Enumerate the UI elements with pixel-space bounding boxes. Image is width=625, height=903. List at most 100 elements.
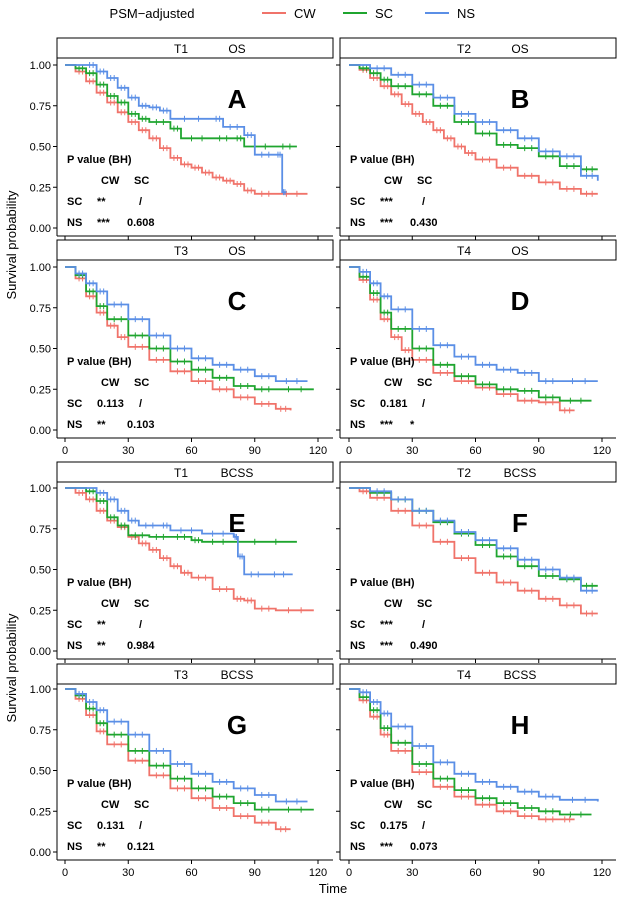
series-ns-line	[65, 64, 287, 193]
series-sc-line	[65, 266, 314, 391]
pvalue-cell: 0.131	[97, 820, 125, 832]
y-tick-label: 0.50	[30, 344, 51, 356]
x-tick-label: 30	[122, 445, 134, 457]
y-axis-label-bottom: Survival probability	[4, 613, 19, 723]
pvalue-cell: **	[97, 196, 106, 208]
panel-e: T1 BCSS 0.00 0.25 0.50 0.75 1.00 E P value (BH) C…	[30, 461, 334, 663]
y-tick-label: 0.25	[30, 384, 51, 396]
legend-label-ns: NS	[457, 6, 475, 21]
pvalue-col-header: CW	[101, 175, 120, 187]
legend-label-sc: SC	[375, 6, 393, 21]
pvalue-heading: P value (BH)	[67, 356, 132, 368]
x-tick-label: 120	[593, 445, 611, 457]
pvalue-cell: 0.430	[410, 217, 438, 229]
panel-a: T1 OS 0.00 0.25 0.50 0.75 1.00 A P value (BH) CW S…	[30, 37, 334, 240]
y-tick-label: 0.25	[30, 182, 51, 194]
x-tick-label: 60	[469, 867, 481, 879]
series-sc-censor-marks	[78, 65, 291, 150]
pvalue-col-header: CW	[384, 377, 403, 389]
x-tick-label: 30	[406, 867, 418, 879]
x-tick-label: 0	[62, 445, 68, 457]
pvalue-cell: 0.181	[380, 398, 408, 410]
panel-metric: OS	[511, 244, 528, 258]
pvalue-cell: /	[139, 820, 142, 832]
pvalue-cell: /	[139, 196, 142, 208]
pvalue-cell: *	[410, 419, 415, 431]
y-tick-label: 0.50	[30, 142, 51, 154]
series-ns-censor-marks	[376, 488, 593, 594]
pvalue-col-header: CW	[384, 799, 403, 811]
y-tick-label: 1.00	[30, 684, 51, 696]
series-ns-line	[65, 266, 308, 382]
pvalue-heading: P value (BH)	[350, 356, 415, 368]
x-tick-label: 0	[62, 867, 68, 879]
y-tick-label: 1.00	[30, 483, 51, 495]
pvalue-col-header: CW	[384, 598, 403, 610]
panel-metric: BCSS	[221, 466, 254, 480]
panel-metric: BCSS	[221, 668, 254, 682]
pvalue-cell: /	[139, 619, 142, 631]
panel-letter: G	[227, 710, 247, 740]
pvalue-cell: 0.073	[410, 841, 438, 853]
x-tick-label: 90	[533, 867, 545, 879]
panels: T1 OS 0.00 0.25 0.50 0.75 1.00 A P value (BH) CW S…	[30, 37, 617, 879]
panel-strip	[56, 239, 334, 261]
series-cw-line	[65, 487, 314, 612]
y-tick-label: 0.00	[30, 425, 51, 437]
panel-strip	[56, 663, 334, 685]
series-ns-censor-marks	[78, 690, 298, 805]
pvalue-heading: P value (BH)	[67, 154, 132, 166]
pvalue-cell: /	[422, 398, 425, 410]
legend-label-cw: CW	[294, 6, 316, 21]
panel-title: T3	[174, 668, 188, 682]
series-ns-censor-marks	[78, 270, 298, 385]
pvalue-row-header: SC	[350, 196, 365, 208]
x-axis-label: Time	[319, 881, 347, 896]
panel-strip	[339, 663, 617, 685]
series-cw-line	[349, 487, 598, 615]
pvalue-row-header: NS	[350, 640, 365, 652]
x-tick-label: 30	[122, 867, 134, 879]
panel-h: T4 BCSS 0 30 60 90 120 H P value (BH) CW SC SC 0.175…	[336, 663, 617, 879]
pvalue-row-header: SC	[67, 398, 82, 410]
y-tick-label: 0.50	[30, 565, 51, 577]
panel-metric: OS	[511, 42, 528, 56]
y-tick-label: 0.75	[30, 725, 51, 737]
x-tick-label: 0	[346, 445, 352, 457]
panel-d: T4 OS 0 30 60 90 120 D P value (BH) CW SC SC 0.181 / N…	[336, 239, 617, 457]
pvalue-cell: 0.113	[97, 398, 124, 410]
panel-title: T4	[457, 668, 471, 682]
pvalue-col-header: SC	[417, 799, 432, 811]
series-sc-censor-marks	[89, 488, 277, 545]
pvalue-row-header: NS	[350, 419, 365, 431]
pvalue-cell: **	[97, 419, 106, 431]
legend: PSM−adjusted CW SC NS	[110, 6, 476, 21]
series-sc-line	[65, 487, 297, 543]
pvalue-col-header: SC	[417, 598, 432, 610]
pvalue-col-header: SC	[134, 175, 149, 187]
series-sc-line	[349, 688, 592, 816]
panel-strip	[339, 37, 617, 59]
pvalue-cell: **	[97, 619, 106, 631]
panel-letter: D	[511, 286, 530, 316]
panel-metric: BCSS	[504, 466, 537, 480]
x-tick-label: 120	[309, 867, 327, 879]
y-tick-label: 0.75	[30, 524, 51, 536]
pvalue-row-header: SC	[67, 619, 82, 631]
pvalue-row-header: SC	[350, 398, 365, 410]
x-tick-label: 60	[185, 867, 197, 879]
pvalue-cell: 0.608	[127, 217, 155, 229]
series-sc-line	[65, 64, 297, 148]
panel-title: T2	[457, 42, 471, 56]
x-tick-label: 120	[593, 867, 611, 879]
series-ns-censor-marks	[362, 268, 586, 385]
y-axis-label-top: Survival probability	[4, 190, 19, 300]
series-cw-censor-marks	[78, 68, 298, 197]
series-ns-line	[349, 487, 598, 592]
panel-strip	[56, 461, 334, 483]
pvalue-heading: P value (BH)	[67, 778, 132, 790]
panel-strip	[339, 461, 617, 483]
series-cw-line	[349, 64, 598, 195]
series-ns-line	[349, 64, 599, 181]
panel-strip	[339, 239, 617, 261]
